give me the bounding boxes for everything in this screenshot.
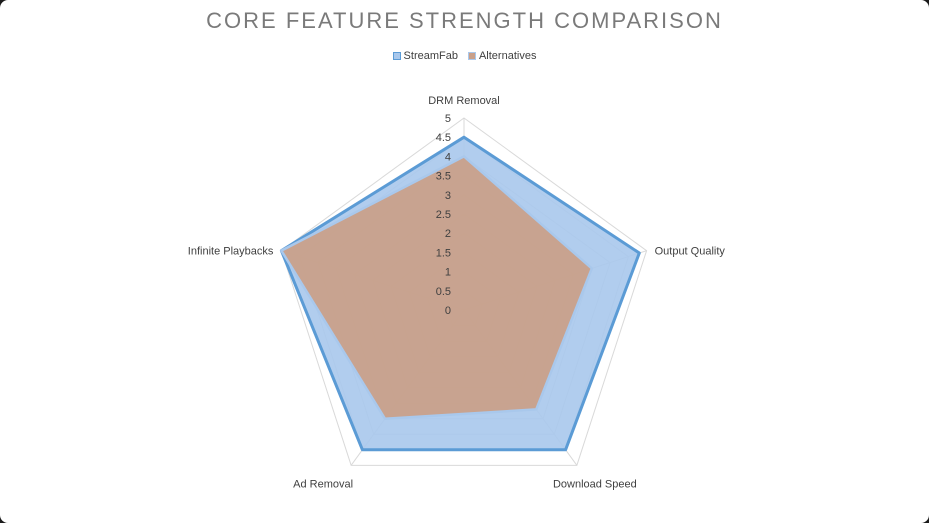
category-label-ad-removal: Ad Removal [293,478,353,490]
category-label-drm-removal: DRM Removal [428,95,500,107]
tick-label-0: 0 [445,305,451,317]
legend-swatch-alternatives [467,52,476,60]
category-label-download-speed: Download Speed [553,478,637,490]
tick-label-4-5: 4.5 [436,132,451,144]
tick-label-1: 1 [445,267,451,279]
tick-label-1-5: 1.5 [436,247,451,259]
legend-swatch-streamfab [392,52,401,60]
series-area-alternatives [280,155,594,420]
tick-label-5: 5 [445,113,451,125]
category-labels: DRM Removal Output Quality Download Speed A… [188,95,726,490]
tick-label-4: 4 [445,151,451,163]
tick-label-3-5: 3.5 [436,171,451,183]
radial-tick-labels: 0 0.5 1 1.5 2 2.5 3 3.5 4 4.5 5 [436,113,451,317]
legend-label-streamfab: StreamFab [403,50,458,62]
grid-ring-10 [280,117,648,466]
category-label-output-quality: Output Quality [655,246,726,258]
tick-label-0-5: 0.5 [436,286,451,298]
tick-label-3: 3 [445,190,451,202]
category-label-infinite-playbacks: Infinite Playbacks [188,246,274,258]
tick-label-2: 2 [445,228,451,240]
legend-label-alternatives: Alternatives [478,50,537,62]
legend: StreamFab Alternatives [0,50,929,62]
chart-title: CORE FEATURE STRENGTH COMPARISON [206,8,723,33]
legend-item-alternatives: Alternatives [467,50,537,62]
tick-label-2-5: 2.5 [436,209,451,221]
legend-item-streamfab: StreamFab [392,50,458,62]
